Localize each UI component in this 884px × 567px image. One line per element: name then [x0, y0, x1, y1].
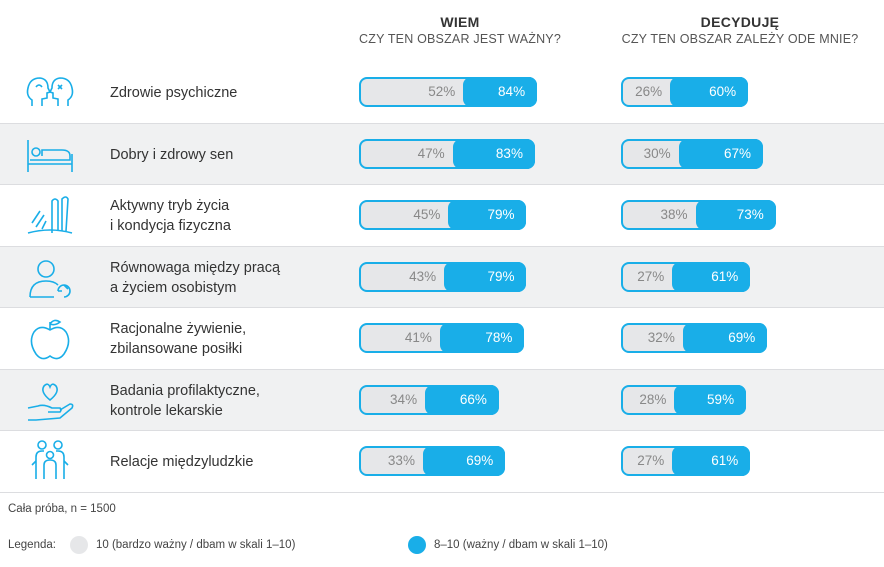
data-label-8-10: 79% [487, 269, 515, 284]
chart-row: Badania profilaktyczne, kontrole lekarsk… [0, 370, 884, 431]
row-separator [0, 369, 884, 370]
data-label-10: 52% [428, 84, 456, 99]
data-label-8-10: 59% [707, 392, 735, 407]
bar-8-10 [670, 77, 749, 107]
legend-grey-swatch [69, 536, 88, 554]
category-label: Zdrowie psychiczne [110, 84, 238, 101]
chart-row: Równowaga między pracą a życiem osobisty… [0, 247, 884, 308]
bar-8-10 [682, 323, 768, 353]
work-life-balance-icon [22, 255, 78, 301]
bar-group: 27% 61% [621, 446, 751, 476]
data-label-8-10: 60% [709, 84, 737, 99]
bar-8-10 [452, 139, 535, 169]
data-label-10: 27% [637, 453, 665, 468]
legend-grey-text: 10 (bardzo ważny / dbam w skali 1–10) [95, 539, 296, 551]
category-label: Dobry i zdrowy sen [110, 146, 234, 163]
category-label: Racjonalne żywienie, zbilansowane posiłk… [110, 320, 247, 357]
data-label-8-10: 69% [728, 330, 756, 345]
data-label-10: 43% [409, 269, 437, 284]
bar-8-10 [695, 200, 776, 230]
data-label-8-10: 66% [459, 392, 487, 407]
people-icon [22, 439, 78, 485]
data-label-8-10: 73% [736, 207, 764, 222]
bar-8-10 [672, 262, 751, 292]
chart-row: Relacje międzyludzkie 33% 69% 27% 61% [0, 431, 884, 492]
row-separator [0, 307, 884, 308]
header-decyduje: DECYDUJĘ CZY TEN OBSZAR ZALEŻY ODE MNIE? [600, 14, 880, 46]
category-label: Relacje międzyludzkie [110, 453, 254, 470]
data-label-10: 38% [660, 207, 688, 222]
data-label-8-10: 67% [724, 146, 752, 161]
bar-8-10 [425, 385, 499, 415]
header-wiem-subtitle: CZY TEN OBSZAR JEST WAŻNY? [359, 32, 561, 46]
data-label-10: 26% [635, 84, 663, 99]
bar-8-10 [678, 139, 764, 169]
row-separator [0, 123, 884, 124]
chart-row: Dobry i zdrowy sen 47% 83% 30% 67% [0, 124, 884, 185]
header-decyduje-subtitle: CZY TEN OBSZAR ZALEŻY ODE MNIE? [621, 32, 859, 46]
data-label-8-10: 84% [498, 84, 526, 99]
data-label-8-10: 78% [485, 330, 513, 345]
bar-8-10 [463, 77, 538, 107]
bar-8-10 [672, 446, 751, 476]
header-wiem: WIEM CZY TEN OBSZAR JEST WAŻNY? [350, 14, 570, 46]
heart-hand-icon [22, 378, 78, 424]
legend-label: Legenda: [8, 539, 56, 551]
legend: Legenda: 10 (bardzo ważny / dbam w skali… [8, 536, 295, 554]
legend-blue-swatch [408, 536, 426, 554]
bar-group: 32% 69% [621, 323, 768, 353]
bar-group: 26% 60% [621, 77, 749, 107]
bar-group: 43% 79% [359, 262, 527, 292]
chart-row: Aktywny tryb życia i kondycja fizyczna 45… [0, 185, 884, 246]
category-label: Badania profilaktyczne, kontrole lekarsk… [110, 382, 260, 419]
bar-8-10 [444, 262, 527, 292]
bar-8-10 [422, 446, 506, 476]
legend-blue-text: 8–10 (ważny / dbam w skali 1–10) [434, 539, 608, 551]
row-separator [0, 246, 884, 247]
chart-row: Zdrowie psychiczne 52% 84% 26% 60% [0, 62, 884, 123]
bar-8-10 [448, 200, 527, 230]
data-label-10: 47% [417, 146, 445, 161]
chart-row: Racjonalne żywienie, zbilansowane posiłk… [0, 308, 884, 369]
header-decyduje-title: DECYDUJĘ [700, 14, 780, 30]
bar-group: 45% 79% [359, 200, 527, 230]
category-label: Aktywny tryb życia i kondycja fizyczna [110, 197, 231, 234]
apple-icon [22, 316, 78, 362]
bar-group: 38% 73% [621, 200, 776, 230]
bar-group: 52% 84% [359, 77, 538, 107]
data-label-10: 30% [643, 146, 671, 161]
row-separator [0, 492, 884, 493]
data-label-10: 34% [390, 392, 418, 407]
data-label-10: 41% [404, 330, 432, 345]
heads-icon [22, 70, 78, 116]
data-label-8-10: 83% [495, 146, 523, 161]
data-label-8-10: 79% [487, 207, 515, 222]
data-label-8-10: 69% [466, 453, 494, 468]
row-separator [0, 184, 884, 185]
bar-group: 34% 66% [359, 385, 499, 415]
bar-group: 30% 67% [621, 139, 764, 169]
row-separator [0, 430, 884, 431]
category-label: Równowaga między pracą a życiem osobisty… [110, 259, 281, 296]
data-label-10: 27% [637, 269, 665, 284]
bar-group: 41% 78% [359, 323, 525, 353]
data-label-8-10: 61% [711, 453, 739, 468]
fitness-icon [22, 193, 78, 239]
bed-icon [22, 132, 78, 178]
bar-group: 27% 61% [621, 262, 751, 292]
data-label-10: 32% [647, 330, 675, 345]
bar-8-10 [439, 323, 525, 353]
bar-group: 33% 69% [359, 446, 506, 476]
legend-blue: 8–10 (ważny / dbam w skali 1–10) [408, 536, 608, 554]
header-wiem-title: WIEM [440, 14, 480, 30]
data-label-10: 45% [413, 207, 441, 222]
sample-note: Cała próba, n = 1500 [8, 503, 116, 515]
bar-8-10 [674, 385, 747, 415]
data-label-8-10: 61% [711, 269, 739, 284]
bar-group: 47% 83% [359, 139, 535, 169]
data-label-10: 33% [387, 453, 415, 468]
bar-group: 28% 59% [621, 385, 747, 415]
data-label-10: 28% [639, 392, 667, 407]
